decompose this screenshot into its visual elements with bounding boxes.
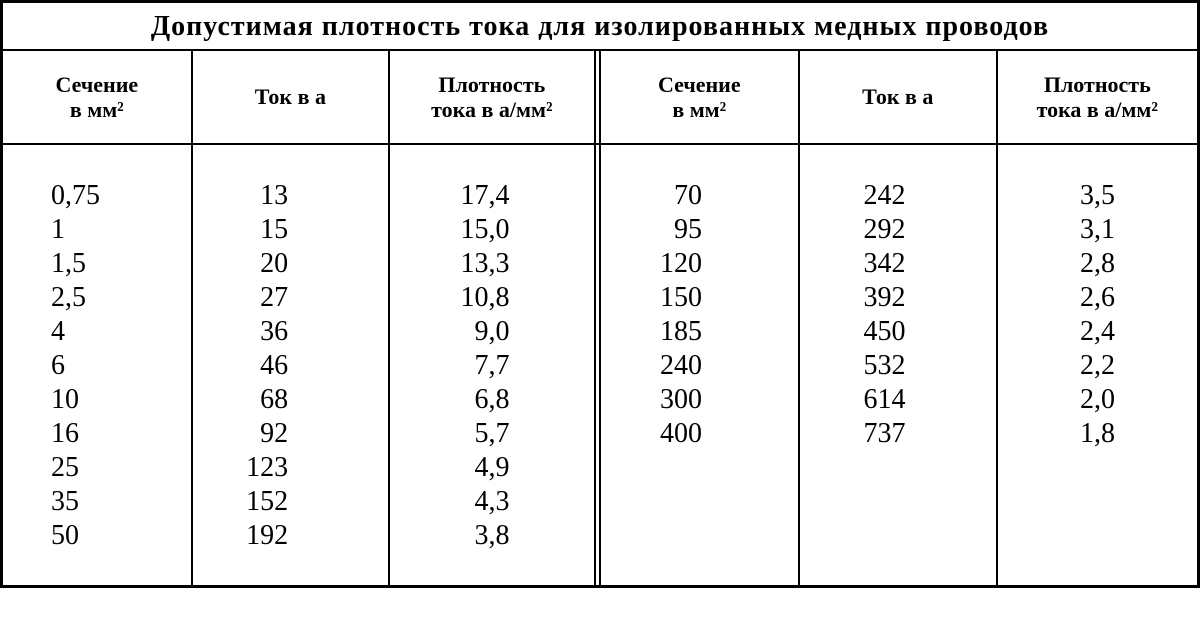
cell: 13 (193, 179, 389, 213)
cell: 2,6 (998, 281, 1197, 315)
cell: 120 (601, 247, 798, 281)
cell: 300 (601, 383, 798, 417)
cell: 95 (601, 213, 798, 247)
cell: 10,8 (390, 281, 593, 315)
cell: 150 (601, 281, 798, 315)
cell: 13,3 (390, 247, 593, 281)
cell: 2,4 (998, 315, 1197, 349)
col-current-right: 242292342392450532614737 (800, 179, 996, 619)
col-header-density-right: Плотностьтока в а/мм² (998, 51, 1197, 143)
cell: 2,0 (998, 383, 1197, 417)
col-header-current-right: Ток в а (800, 51, 996, 143)
cell: 342 (800, 247, 996, 281)
cell: 3,5 (998, 179, 1197, 213)
cell: 0,75 (3, 179, 191, 213)
cell: 17,4 (390, 179, 593, 213)
col-current-left: 1315202736466892123152192 (193, 179, 389, 619)
cell: 192 (193, 519, 389, 553)
cell: 123 (193, 451, 389, 485)
cell: 2,8 (998, 247, 1197, 281)
cell: 185 (601, 315, 798, 349)
col-density-right: 3,53,12,82,62,42,22,01,8 (998, 179, 1197, 619)
cell: 3,8 (390, 519, 593, 553)
cell: 6 (3, 349, 191, 383)
cell: 6,8 (390, 383, 593, 417)
cell: 152 (193, 485, 389, 519)
cell: 36 (193, 315, 389, 349)
cell: 4,9 (390, 451, 593, 485)
cell: 392 (800, 281, 996, 315)
cell: 50 (3, 519, 191, 553)
cell: 92 (193, 417, 389, 451)
cell: 242 (800, 179, 996, 213)
cell: 68 (193, 383, 389, 417)
cell: 46 (193, 349, 389, 383)
cell: 240 (601, 349, 798, 383)
table-body: 0,7511,52,5461016253550 1315202736466892… (3, 145, 1197, 619)
col-header-section-left: Сечениев мм² (3, 51, 191, 143)
table-title: Допустимая плотность тока для изолирован… (3, 3, 1197, 49)
cell: 737 (800, 417, 996, 451)
cell: 27 (193, 281, 389, 315)
cell: 70 (601, 179, 798, 213)
cell: 35 (3, 485, 191, 519)
cell: 7,7 (390, 349, 593, 383)
cell: 1,5 (3, 247, 191, 281)
cell: 450 (800, 315, 996, 349)
cell: 16 (3, 417, 191, 451)
col-header-section-right: Сечениев мм² (601, 51, 798, 143)
cell: 4 (3, 315, 191, 349)
rule-v-double (594, 145, 601, 585)
cell: 2,2 (998, 349, 1197, 383)
table-header-row: Сечениев мм² Ток в а Плотностьтока в а/м… (3, 51, 1197, 143)
col-section-right: 7095120150185240300400 (601, 179, 798, 619)
col-section-left: 0,7511,52,5461016253550 (3, 179, 191, 619)
cell: 10 (3, 383, 191, 417)
cell: 292 (800, 213, 996, 247)
cell: 1,8 (998, 417, 1197, 451)
cell: 532 (800, 349, 996, 383)
rule-v-double (594, 51, 601, 143)
col-header-current-left: Ток в а (193, 51, 389, 143)
cell: 15,0 (390, 213, 593, 247)
cell: 25 (3, 451, 191, 485)
cell: 9,0 (390, 315, 593, 349)
cell: 3,1 (998, 213, 1197, 247)
cell: 20 (193, 247, 389, 281)
cell: 400 (601, 417, 798, 451)
cell: 2,5 (3, 281, 191, 315)
col-density-left: 17,415,013,310,89,07,76,85,74,94,33,8 (390, 179, 593, 619)
cell: 4,3 (390, 485, 593, 519)
cell: 5,7 (390, 417, 593, 451)
table-frame: Допустимая плотность тока для изолирован… (0, 0, 1200, 588)
col-header-density-left: Плотностьтока в а/мм² (390, 51, 593, 143)
cell: 614 (800, 383, 996, 417)
cell: 1 (3, 213, 191, 247)
cell: 15 (193, 213, 389, 247)
